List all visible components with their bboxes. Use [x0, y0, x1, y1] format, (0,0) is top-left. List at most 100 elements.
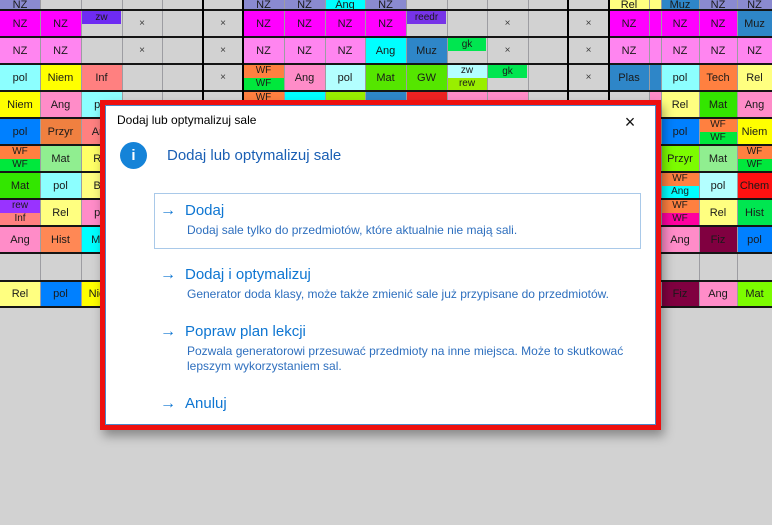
timetable-cell[interactable]: Ang	[0, 226, 40, 253]
timetable-cell[interactable]	[649, 0, 661, 10]
timetable-cell[interactable]: NZ	[661, 37, 699, 64]
timetable-cell[interactable]: ×	[504, 45, 511, 56]
timetable-cell[interactable]: Chem	[737, 172, 772, 199]
timetable-cell[interactable]: ×	[585, 72, 592, 83]
timetable-cell[interactable]: Fiz	[661, 281, 699, 307]
command-link-head[interactable]: → Popraw plan lekcji	[160, 323, 641, 341]
timetable-cell[interactable]: Ang	[284, 64, 325, 91]
timetable-cell[interactable]: Tech	[699, 64, 737, 91]
timetable-cell[interactable]	[649, 64, 661, 91]
timetable-cell[interactable]: pol	[699, 172, 737, 199]
timetable-cell[interactable]	[649, 37, 661, 64]
timetable-cell[interactable]: Rel	[0, 281, 40, 307]
timetable-cell[interactable]	[649, 10, 661, 37]
timetable-cell[interactable]: Przyr	[40, 118, 81, 145]
timetable-cell[interactable]: ×	[139, 18, 145, 29]
close-button[interactable]: ×	[619, 111, 641, 133]
timetable-cell[interactable]: Mat	[699, 145, 737, 172]
timetable-cell[interactable]: Rel	[609, 0, 649, 10]
timetable-cell[interactable]: Muz	[737, 10, 772, 37]
timetable-cell[interactable]: NZ	[243, 0, 284, 10]
timetable-cell[interactable]: pol	[40, 281, 81, 307]
timetable-cell[interactable]: Muz	[406, 37, 447, 64]
command-link-dodaj-i-optymalizuj[interactable]: → Dodaj i optymalizuj Generator doda klasy…	[154, 266, 641, 302]
timetable-cell[interactable]: pol	[325, 64, 365, 91]
command-link-head[interactable]: → Dodaj i optymalizuj	[160, 266, 641, 284]
timetable-cell[interactable]: pol	[737, 226, 772, 253]
timetable-cell[interactable]: ×	[220, 45, 226, 56]
timetable-cell[interactable]: Niem	[40, 64, 81, 91]
timetable-cell[interactable]: NZ	[365, 0, 406, 10]
timetable-cell[interactable]: Inf	[81, 64, 122, 91]
timetable-cell[interactable]: ×	[220, 18, 226, 29]
timetable-cell[interactable]: Rel	[737, 64, 772, 91]
timetable-cell[interactable]: ×	[585, 18, 592, 29]
timetable-cell[interactable]: ×	[220, 72, 226, 83]
timetable-cell[interactable]: Hist	[737, 199, 772, 226]
timetable-cell[interactable]: NZ	[284, 10, 325, 37]
timetable-cell[interactable]: Przyr	[661, 145, 699, 172]
command-link-head[interactable]: → Dodaj	[160, 202, 632, 220]
timetable-cell[interactable]: pol	[661, 64, 699, 91]
timetable-cell[interactable]: NZ	[284, 37, 325, 64]
command-link-dodaj[interactable]: → Dodaj Dodaj sale tylko do przedmiotów, k…	[154, 193, 641, 249]
timetable-cell[interactable]: zw	[82, 11, 121, 24]
command-link-anuluj[interactable]: → Anuluj	[154, 395, 641, 413]
timetable-cell[interactable]: reedr	[407, 11, 446, 24]
timetable-cell[interactable]: Mat	[737, 281, 772, 307]
timetable-cell[interactable]: pol	[40, 172, 81, 199]
timetable-cell[interactable]: NZ	[699, 10, 737, 37]
timetable-cell[interactable]: ×	[139, 45, 145, 56]
timetable-cell[interactable]: gk	[488, 65, 527, 78]
timetable-cell[interactable]: NZ	[325, 37, 365, 64]
timetable-cell[interactable]: NZ	[243, 37, 284, 64]
timetable-cell[interactable]: Mat	[365, 64, 406, 91]
timetable-cell[interactable]: zw rew	[447, 64, 487, 91]
timetable-cell[interactable]: Ang	[699, 281, 737, 307]
timetable-cell[interactable]: Rel	[40, 199, 81, 226]
timetable-cell[interactable]: NZ	[699, 37, 737, 64]
timetable-cell[interactable]: NZ	[661, 10, 699, 37]
timetable-cell[interactable]: Fiz	[699, 226, 737, 253]
timetable-cell[interactable]: pol	[0, 118, 40, 145]
timetable-cell[interactable]: NZ	[0, 10, 40, 37]
timetable-cell[interactable]: GW	[406, 64, 447, 91]
timetable-cell[interactable]: NZ	[609, 10, 649, 37]
command-link-head[interactable]: → Anuluj	[160, 395, 641, 413]
timetable-cell[interactable]: Ang	[661, 226, 699, 253]
timetable-cell[interactable]: NZ	[325, 10, 365, 37]
timetable-cell[interactable]: pol	[0, 64, 40, 91]
timetable-cell[interactable]: NZ	[609, 37, 649, 64]
timetable-cell[interactable]: Niem	[0, 91, 40, 118]
timetable-cell[interactable]: Mat	[40, 145, 81, 172]
timetable-cell[interactable]: NZ	[243, 10, 284, 37]
timetable-cell[interactable]: Ang	[737, 91, 772, 118]
command-link-popraw-plan-lekcji[interactable]: → Popraw plan lekcji Pozwala generatorowi …	[154, 323, 641, 374]
timetable-cell[interactable]: NZ	[365, 10, 406, 37]
timetable-cell[interactable]: NZ	[699, 0, 737, 10]
timetable-cell[interactable]: Rel	[661, 91, 699, 118]
timetable-cell[interactable]: Muz	[661, 0, 699, 10]
timetable-cell[interactable]: NZ	[737, 37, 772, 64]
timetable-cell[interactable]: rew Inf	[0, 199, 40, 226]
timetable-cell[interactable]: Rel	[699, 199, 737, 226]
timetable-cell[interactable]: gk	[448, 38, 486, 51]
timetable-cell[interactable]: Hist	[40, 226, 81, 253]
timetable-cell[interactable]: NZ	[284, 0, 325, 10]
timetable-cell[interactable]: NZ	[40, 37, 81, 64]
timetable-cell[interactable]: Mat	[699, 91, 737, 118]
timetable-cell[interactable]: NZ	[737, 0, 772, 10]
timetable-cell[interactable]: Ang	[325, 0, 365, 10]
timetable-cell[interactable]: Ang	[365, 37, 406, 64]
timetable-cell[interactable]: Ang	[40, 91, 81, 118]
timetable-cell[interactable]: WF Ang	[661, 172, 699, 199]
timetable-cell[interactable]: NZ	[40, 10, 81, 37]
timetable-cell[interactable]: pol	[661, 118, 699, 145]
timetable-cell[interactable]: ×	[585, 45, 592, 56]
timetable-cell[interactable]: NZ	[0, 0, 40, 10]
